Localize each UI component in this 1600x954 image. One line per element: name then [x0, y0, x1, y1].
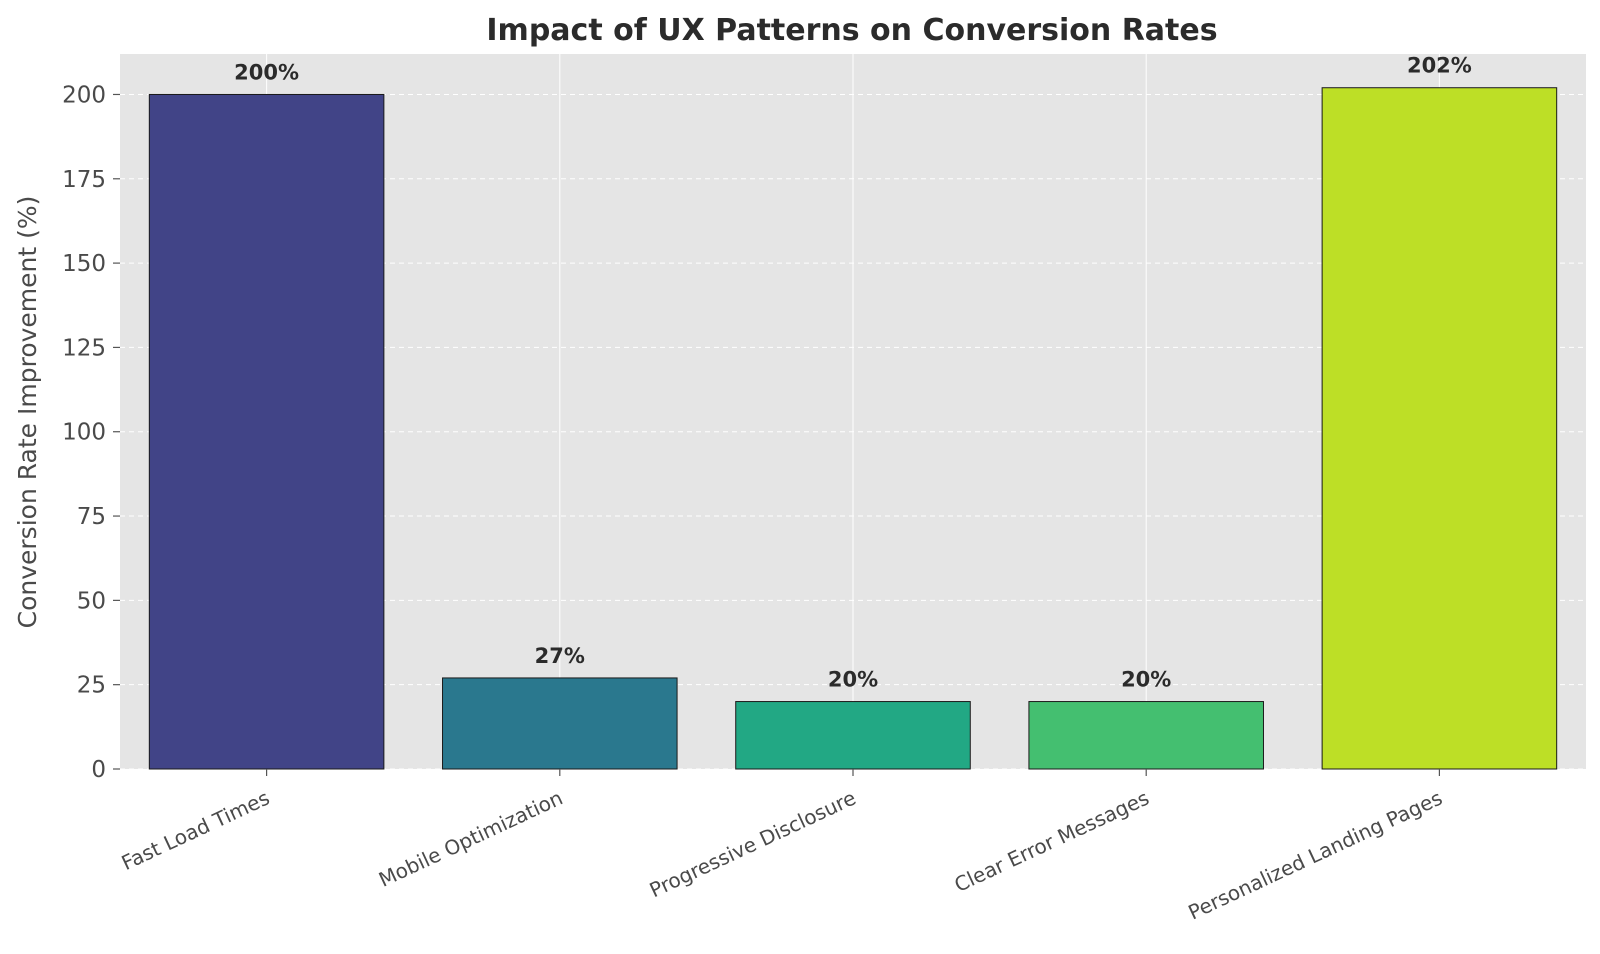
- y-tick-label: 150: [62, 251, 106, 277]
- bar: [148, 93, 385, 770]
- bar: [1028, 701, 1264, 770]
- y-axis-label: Conversion Rate Improvement (%): [13, 196, 42, 629]
- x-tick-label: Progressive Disclosure: [646, 786, 860, 903]
- bars: [148, 87, 1558, 770]
- bar-value-label: 202%: [1407, 54, 1472, 78]
- y-axis: 0 25 50 75 100 125 150 175 200: [62, 82, 120, 783]
- y-tick-label: 175: [62, 167, 106, 193]
- chart-title: Impact of UX Patterns on Conversion Rate…: [486, 13, 1217, 48]
- x-tick-label: Clear Error Messages: [951, 786, 1153, 897]
- bar-value-label: 200%: [234, 60, 299, 84]
- y-tick-label: 0: [91, 757, 106, 783]
- y-tick-label: 100: [62, 420, 106, 446]
- y-tick-label: 50: [77, 588, 106, 614]
- bar: [735, 701, 971, 770]
- x-tick-label: Mobile Optimization: [375, 786, 566, 892]
- y-tick-label: 125: [62, 335, 106, 361]
- bar-value-label: 20%: [828, 668, 878, 692]
- bar-value-label: 20%: [1121, 668, 1171, 692]
- bar: [1321, 87, 1558, 770]
- x-axis: Fast Load Times Mobile Optimization Progre…: [118, 769, 1446, 925]
- bar-value-label: 27%: [535, 644, 585, 668]
- y-tick-label: 75: [77, 504, 106, 530]
- y-tick-label: 200: [62, 82, 106, 108]
- y-tick-label: 25: [77, 673, 106, 699]
- x-tick-label: Personalized Landing Pages: [1184, 786, 1445, 925]
- bar: [442, 677, 678, 770]
- data-labels: 200% 27% 20% 20% 202%: [234, 54, 1472, 692]
- x-tick-label: Fast Load Times: [118, 786, 273, 875]
